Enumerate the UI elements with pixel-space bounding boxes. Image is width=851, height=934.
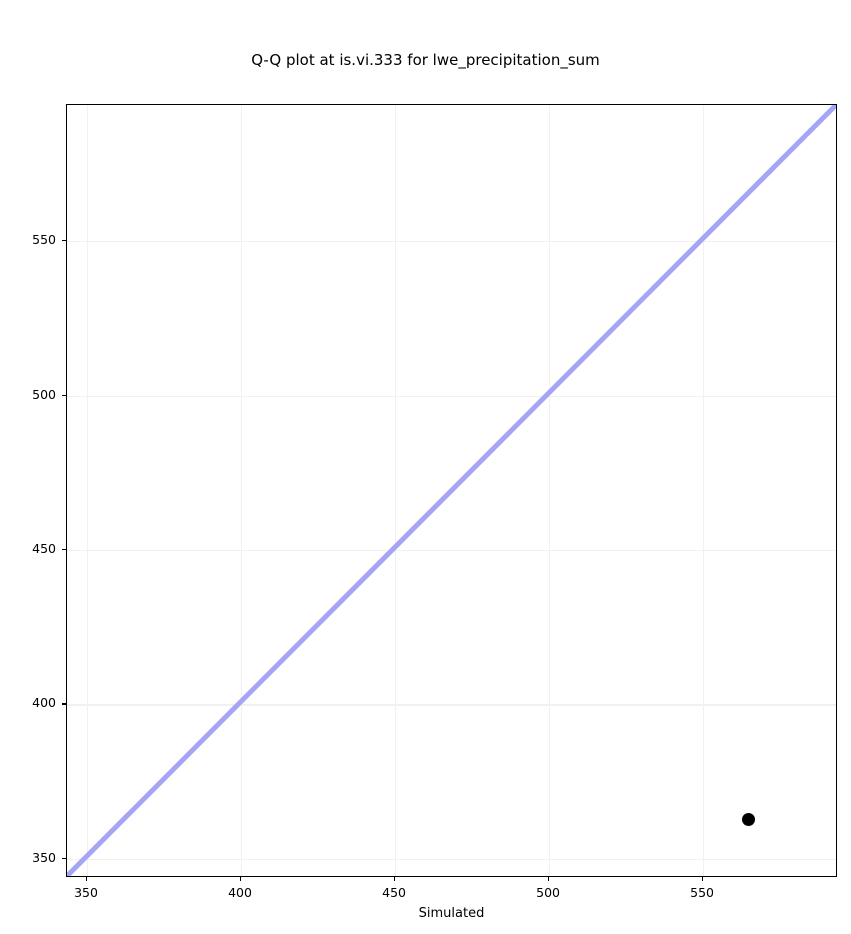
plot-area: [66, 104, 837, 877]
x-axis-tick-mark: [240, 877, 242, 881]
gridline-vertical: [87, 105, 89, 876]
reference-line-layer: [67, 105, 836, 876]
y-axis-tick-mark: [62, 240, 66, 242]
one-to-one-reference-line: [67, 105, 836, 876]
gridline-horizontal: [67, 241, 836, 243]
x-axis-label: Simulated: [418, 906, 485, 921]
x-axis-tick-mark: [86, 877, 88, 881]
x-axis-tick-mark: [548, 877, 550, 881]
y-axis-label: Observed: [2, 0, 26, 232]
y-axis-tick-mark: [62, 394, 66, 396]
figure-title-line-1: Q-Q plot at is.vi.333 for lwe_precipitat…: [251, 51, 600, 69]
x-axis-tick-label: 550: [690, 885, 715, 900]
y-axis-tick-mark: [62, 703, 66, 705]
data-point: [741, 813, 755, 827]
gridline-vertical: [549, 105, 551, 876]
y-axis-tick-label: 550: [32, 232, 56, 248]
y-axis-tick-label: 450: [32, 541, 56, 556]
y-axis-tick-mark: [62, 549, 66, 551]
gridline-horizontal: [67, 395, 836, 397]
gridline-horizontal: [67, 704, 836, 706]
y-axis-label-wrapper: Observed: [2, 104, 26, 877]
gridline-vertical: [241, 105, 243, 876]
gridline-vertical: [395, 105, 397, 876]
x-axis-tick-label: 450: [382, 885, 407, 900]
y-axis-tick-label: 350: [32, 849, 56, 865]
x-axis-tick-label: 400: [228, 885, 252, 900]
gridline-horizontal: [67, 550, 836, 552]
y-axis-tick-label: 500: [32, 386, 56, 402]
x-axis-tick-label: 500: [536, 885, 561, 900]
y-axis-tick-mark: [62, 857, 66, 860]
gridline-horizontal: [67, 858, 836, 861]
gridline-vertical: [703, 105, 705, 876]
x-axis-tick-mark: [702, 877, 704, 881]
y-axis-tick-label: 400: [32, 695, 56, 711]
x-axis-tick-mark: [394, 877, 396, 881]
x-axis-tick-label: 350: [74, 885, 98, 900]
